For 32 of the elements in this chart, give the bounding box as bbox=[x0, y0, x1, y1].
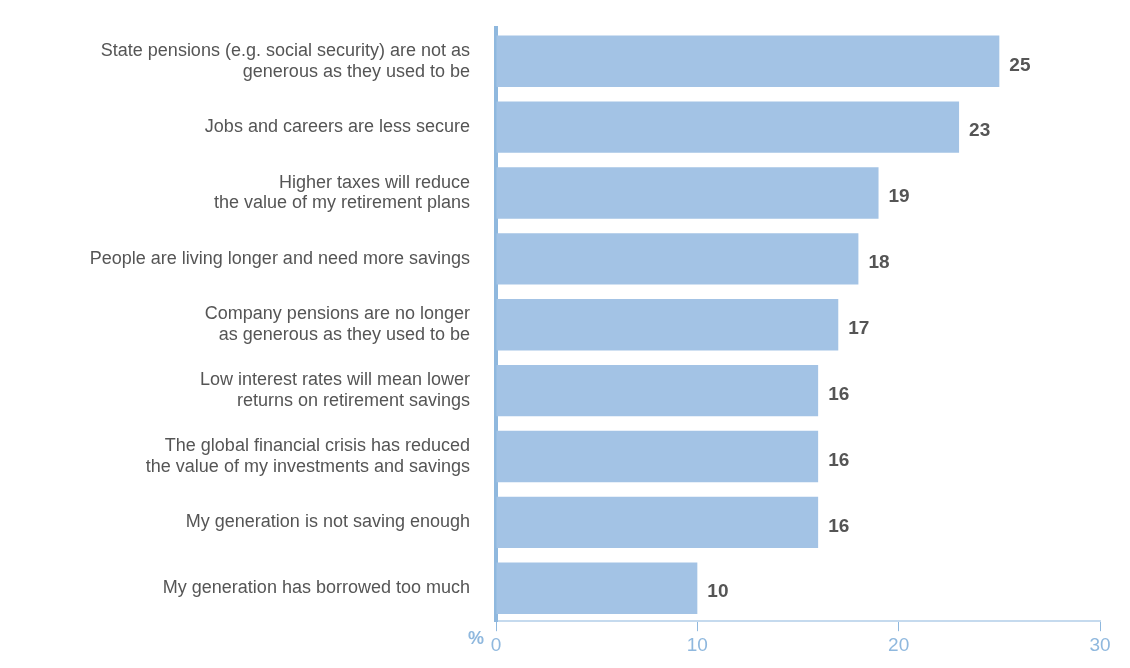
bar bbox=[496, 167, 879, 219]
x-tick-label: 30 bbox=[1089, 633, 1111, 655]
bar bbox=[496, 299, 839, 351]
y-tick-label: My generation has borrowed too much bbox=[162, 577, 470, 598]
y-tick-label: The global financial crisis has reduced the value of my investments and savings bbox=[145, 435, 470, 476]
data-label: 10 bbox=[707, 580, 729, 602]
y-tick-label: State pensions (e.g. social security) are not as generous as they used to be bbox=[100, 39, 470, 81]
data-label: 16 bbox=[828, 382, 850, 404]
y-tick-label: Company pensions are no longer as generous as they used to be bbox=[204, 303, 470, 345]
bar bbox=[496, 562, 698, 614]
bar bbox=[496, 364, 819, 417]
data-label: 16 bbox=[828, 448, 850, 470]
x-axis-title: % bbox=[467, 628, 484, 649]
x-tick-label: 10 bbox=[686, 633, 708, 655]
bar bbox=[496, 233, 859, 285]
y-tick-label: Higher taxes will reduce the value of my retirement plans bbox=[213, 171, 470, 213]
y-tick-label: Low interest rates will mean lower returns on retirement savings bbox=[199, 369, 470, 410]
data-label: 19 bbox=[888, 185, 910, 207]
data-label: 16 bbox=[828, 514, 850, 536]
data-label: 23 bbox=[969, 119, 991, 141]
x-tick-label: 0 bbox=[490, 633, 502, 655]
data-label: 17 bbox=[848, 317, 870, 339]
data-label: 25 bbox=[1009, 53, 1031, 75]
y-tick-label: Jobs and careers are less secure bbox=[204, 116, 470, 137]
y-tick-label: People are living longer and need more savings bbox=[89, 247, 470, 268]
bar bbox=[496, 101, 960, 153]
bar bbox=[496, 430, 819, 483]
bar bbox=[496, 496, 819, 549]
x-tick-label: 20 bbox=[888, 633, 910, 655]
bar bbox=[496, 35, 1000, 87]
data-label: 18 bbox=[868, 251, 890, 273]
y-tick-label: My generation is not saving enough bbox=[185, 511, 470, 532]
